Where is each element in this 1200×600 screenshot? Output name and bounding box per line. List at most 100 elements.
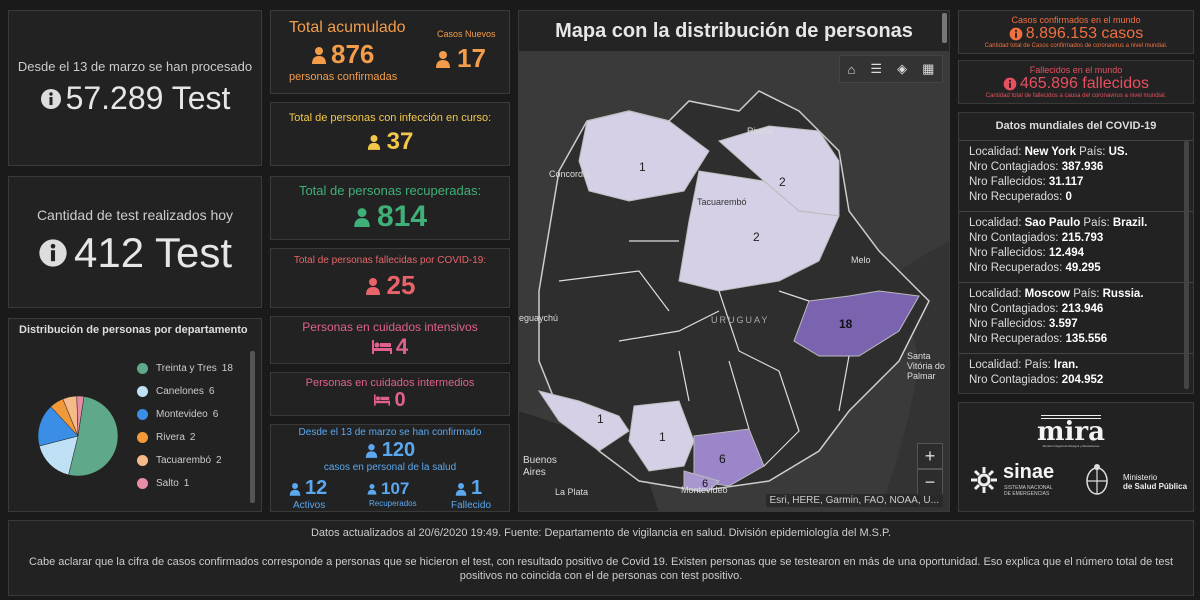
- sinae-logo-subtitle: SISTEMA NACIONAL DE EMERGENCIAS: [1004, 485, 1053, 497]
- legend-item[interactable]: Canelones 6: [137, 380, 247, 403]
- info-icon: [1009, 27, 1023, 41]
- person-icon: [367, 135, 380, 150]
- legend-label: Tacuarembó: [156, 455, 212, 466]
- tests-total-label: Desde el 13 de marzo se han procesado: [17, 59, 253, 74]
- home-icon[interactable]: ⌂: [847, 61, 856, 77]
- active-card: Total de personas con infección en curso…: [270, 102, 510, 166]
- map-attribution: Esri, HERE, Garmin, FAO, NOAA, U...: [765, 494, 943, 507]
- legend-label: Montevideo: [156, 409, 208, 420]
- legend-item[interactable]: Treinta y Tres 18: [137, 357, 247, 380]
- accumulated-card: Total acumulado 876 personas confirmadas…: [270, 10, 510, 94]
- legend-label: Rivera: [156, 432, 185, 443]
- legend-label: Treinta y Tres: [156, 363, 217, 374]
- world-item-label: País:: [1075, 146, 1109, 158]
- world-item-label: Nro Fallecidos:: [969, 247, 1049, 259]
- ministerio-line-2: de Salud Pública: [1123, 482, 1188, 491]
- world-item-value: Brazil.: [1112, 217, 1148, 229]
- world-item-value: 49.295: [1065, 262, 1101, 274]
- recuperados-value: 107: [381, 479, 410, 498]
- tests-today-value: 412 Test: [73, 229, 232, 276]
- map-label-buenos-aires: Buenos Aires: [523, 455, 557, 478]
- zoom-in-button[interactable]: +: [917, 443, 943, 469]
- accumulated-title: Total acumulado: [289, 19, 406, 36]
- health-staff-card: Desde el 13 de marzo se han confirmado 1…: [270, 424, 510, 512]
- person-icon: [312, 46, 326, 64]
- department-legend: Treinta y Tres 18 Canelones 6 Montevideo 6 Riv…: [137, 357, 247, 507]
- legend-value: 2: [216, 455, 222, 466]
- health-staff-value: 120: [381, 439, 416, 461]
- legend-label: Salto: [156, 478, 179, 489]
- legend-value: 6: [212, 409, 219, 420]
- world-item-value: New York: [1024, 146, 1076, 158]
- map-label-concordia: Concordia: [549, 169, 591, 179]
- pie-slice-montevideo[interactable]: [37, 406, 79, 447]
- world-item-value: 31.117: [1048, 176, 1084, 188]
- legend-swatch: [137, 478, 148, 489]
- world-item-value: Iran.: [1054, 359, 1079, 371]
- map-label-melo: Melo: [851, 255, 871, 265]
- map-scrollbar[interactable]: [942, 13, 947, 43]
- person-icon: [365, 444, 377, 458]
- department-chart-card: Distribución de personas por departament…: [8, 318, 262, 512]
- zoom-out-button[interactable]: −: [917, 469, 943, 495]
- tests-total-card: Desde el 13 de marzo se han procesado 57…: [8, 10, 262, 166]
- world-item-value: US.: [1108, 146, 1128, 158]
- intermediate-card: Personas en cuidados intermedios 0: [270, 372, 510, 416]
- pie-slice-treinta-y-tres[interactable]: [68, 396, 119, 477]
- count-treinta-y-tres: 18: [839, 317, 853, 331]
- world-item-value: 387.936: [1061, 161, 1104, 173]
- person-icon: [365, 277, 380, 295]
- legend-swatch: [137, 455, 148, 466]
- pie-slice-canelones[interactable]: [38, 435, 79, 476]
- world-item-value: 0: [1065, 191, 1072, 203]
- world-cases-card: Casos confirmados en el mundo 8.896.153 …: [958, 10, 1194, 54]
- world-item-value: Russia.: [1102, 288, 1144, 300]
- world-data-item: Localidad: Sao Paulo País: Brazil. Nro Co…: [959, 212, 1193, 283]
- list-icon[interactable]: ☰: [870, 61, 883, 76]
- health-staff-title: Desde el 13 de marzo se han confirmado: [298, 427, 482, 438]
- new-cases-title: Casos Nuevos: [437, 29, 496, 39]
- world-data-item: Localidad: New York País: US. Nro Contagi…: [959, 141, 1193, 212]
- legend-label: Canelones: [156, 386, 204, 397]
- recovered-value: 814: [376, 199, 428, 233]
- icu-card: Personas en cuidados intensivos 4: [270, 316, 510, 364]
- intermediate-title: Personas en cuidados intermedios: [305, 376, 475, 389]
- tests-today-label: Cantidad de test realizados hoy: [36, 207, 234, 223]
- mira-logo: mira Monitor Integral de Riesgos y Afect…: [1033, 415, 1109, 448]
- ministerio-line-1: Ministerio: [1123, 473, 1158, 482]
- person-icon: [455, 482, 467, 496]
- deceased-value: 25: [386, 270, 416, 300]
- bed-icon: [374, 394, 391, 406]
- accumulated-subtitle: personas confirmadas: [289, 71, 398, 83]
- accumulated-value: 876: [331, 39, 375, 69]
- count-canelones: 6: [719, 452, 726, 466]
- world-cases-subtitle: Cantidad total de Casos confirmados de c…: [984, 43, 1168, 49]
- world-item-label: País:: [1024, 359, 1055, 371]
- footer-notes: Datos actualizados al 20/6/2020 19:49. F…: [8, 520, 1194, 596]
- layers-icon[interactable]: ◈: [897, 61, 908, 76]
- world-deaths-card: Fallecidos en el mundo 465.896 fallecido…: [958, 60, 1194, 104]
- person-icon: [436, 50, 450, 68]
- legend-item[interactable]: Rivera 2: [137, 426, 247, 449]
- legend-scrollbar[interactable]: [250, 351, 255, 503]
- pie-slice-salto[interactable]: [76, 395, 85, 437]
- world-data-scrollbar[interactable]: [1184, 141, 1189, 389]
- world-item-label: Nro Recuperados:: [969, 262, 1066, 274]
- info-icon: [1003, 77, 1017, 91]
- map-panel[interactable]: 1 2 2 18 1 1 6 6 Mapa con la distribució…: [518, 10, 950, 512]
- world-item-label: Nro Contagiados:: [969, 303, 1062, 315]
- legend-swatch: [137, 386, 148, 397]
- person-icon: [289, 482, 301, 496]
- qr-icon[interactable]: ▦: [922, 61, 935, 76]
- world-item-label: Nro Fallecidos:: [969, 318, 1049, 330]
- legend-item[interactable]: Salto 1: [137, 472, 247, 495]
- map-label-rivera: Rivera: [747, 126, 774, 136]
- map-canvas[interactable]: 1 2 2 18 1 1 6 6: [519, 11, 950, 512]
- world-item-label: Localidad:: [969, 288, 1025, 300]
- mira-logo-subtitle: Monitor Integral de Riesgos y Afectacion…: [1042, 444, 1100, 448]
- active-title: Total de personas con infección en curso…: [288, 112, 492, 124]
- world-item-label: Nro Fallecidos:: [969, 176, 1049, 188]
- legend-item[interactable]: Montevideo 6: [137, 403, 247, 426]
- legend-item[interactable]: Tacuarembó 2: [137, 449, 247, 472]
- world-item-value: 12.494: [1048, 247, 1085, 259]
